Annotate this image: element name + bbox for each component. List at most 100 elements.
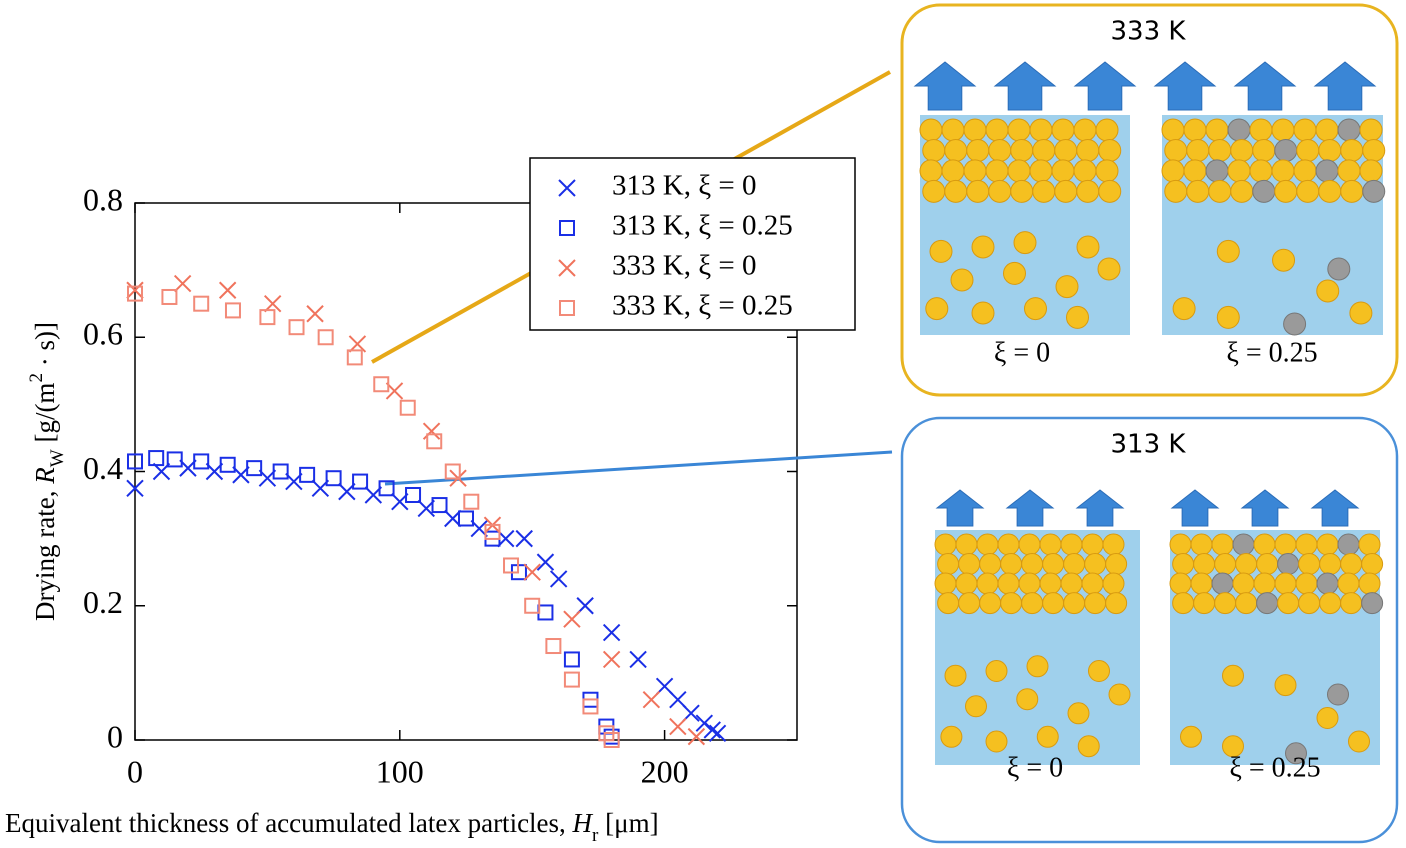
y-axis-label: Drying rate, RW [g/(m2 · s)] <box>26 322 68 621</box>
x-stroke <box>306 305 324 323</box>
particle <box>1211 533 1234 556</box>
legend-marker <box>559 220 575 236</box>
particle <box>1026 655 1049 678</box>
particle <box>1066 305 1089 329</box>
x-marker <box>708 724 727 742</box>
particle <box>1316 707 1339 729</box>
particle <box>922 179 946 203</box>
square-marker <box>463 493 480 510</box>
particle <box>1283 312 1307 336</box>
connector <box>384 450 893 486</box>
particle <box>1296 179 1320 203</box>
particle <box>1222 664 1244 687</box>
particle <box>944 179 968 203</box>
particle <box>1362 138 1386 162</box>
particle <box>941 118 965 142</box>
particle <box>1172 553 1195 576</box>
particle <box>1349 301 1373 325</box>
square-marker <box>219 456 236 473</box>
particle <box>1208 179 1232 203</box>
particle <box>966 138 990 162</box>
particle <box>1340 592 1363 615</box>
legend-marker <box>558 259 576 277</box>
x-tick-label: 200 <box>641 753 689 789</box>
square-marker <box>346 349 363 366</box>
particle <box>1010 179 1034 203</box>
particle <box>944 664 967 687</box>
label-part: [μm] <box>598 808 658 838</box>
square-marker <box>563 651 580 668</box>
particle <box>1183 118 1207 142</box>
particle <box>1164 138 1188 162</box>
particle <box>1340 138 1364 162</box>
square-marker <box>288 319 305 336</box>
particle <box>1315 159 1339 183</box>
label-part: r <box>592 825 599 846</box>
x-stroke <box>629 650 647 669</box>
square-marker <box>603 728 620 745</box>
square-marker <box>127 285 143 302</box>
label-part: [g/(m <box>30 383 60 450</box>
x-stroke <box>348 335 367 353</box>
particle <box>1253 572 1276 595</box>
x-stroke <box>422 422 441 440</box>
x-stroke <box>523 563 541 581</box>
particle <box>1007 159 1031 183</box>
evaporation-arrow <box>913 61 977 111</box>
particle <box>1208 138 1232 162</box>
particle <box>1076 235 1100 259</box>
particle <box>1277 592 1300 615</box>
particle <box>1073 118 1097 142</box>
legend-marker <box>558 179 576 197</box>
particle <box>940 725 963 748</box>
x-stroke <box>126 281 144 299</box>
particle <box>1216 239 1240 263</box>
x-marker <box>642 691 661 709</box>
particle <box>934 533 957 556</box>
square-marker <box>426 433 443 450</box>
square-marker <box>352 473 369 490</box>
x-tick-label: 100 <box>376 753 424 789</box>
particle <box>1032 138 1056 162</box>
particle <box>1102 572 1125 595</box>
particle <box>1186 138 1210 162</box>
square-marker <box>317 329 334 346</box>
particle <box>1084 592 1107 615</box>
particle <box>1010 138 1034 162</box>
legend-symbol <box>558 259 576 277</box>
square-marker <box>193 295 210 312</box>
square-marker <box>484 523 501 540</box>
particle <box>1293 159 1317 183</box>
particle <box>988 179 1012 203</box>
evaporation-arrow <box>1153 61 1217 111</box>
particle <box>1180 725 1202 748</box>
particle <box>1252 138 1276 162</box>
square-marker <box>563 671 580 688</box>
particle <box>1230 179 1254 203</box>
particle <box>1315 118 1339 142</box>
x-stroke <box>563 610 581 628</box>
evaporation-arrow <box>1005 489 1055 527</box>
particle <box>1337 572 1360 595</box>
panel-label: ξ = 0.25 <box>1226 337 1317 368</box>
particle <box>1249 118 1273 142</box>
square-marker <box>299 466 316 483</box>
particle <box>919 159 943 183</box>
particle <box>1298 592 1321 615</box>
legend-label: 313 K, ξ = 0.25 <box>612 210 793 242</box>
x-stroke <box>263 294 282 313</box>
x-marker <box>515 529 533 548</box>
particle <box>1214 553 1237 576</box>
legend-frame <box>529 157 856 331</box>
particle <box>1013 231 1037 255</box>
particle <box>1190 572 1213 595</box>
particle <box>1249 159 1273 183</box>
particle <box>1054 179 1078 203</box>
particle <box>1021 592 1044 615</box>
particle <box>1318 179 1342 203</box>
particle <box>1055 275 1079 299</box>
particle <box>1348 730 1370 753</box>
particle <box>1253 533 1276 556</box>
particle <box>1327 257 1351 281</box>
